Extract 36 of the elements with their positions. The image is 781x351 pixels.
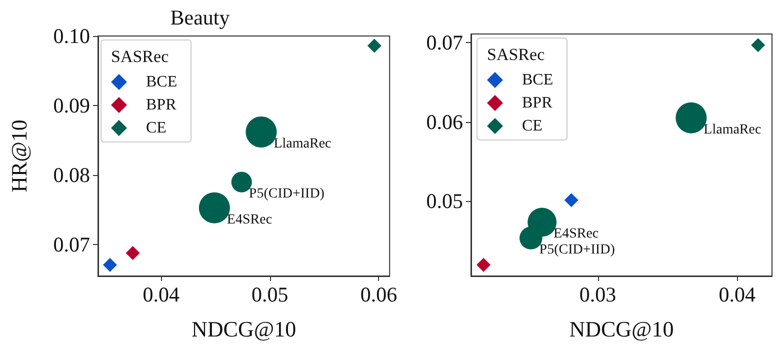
legend-label: BCE <box>522 72 554 88</box>
series-label: E4SRec <box>226 212 272 228</box>
x-tick-label: 0.04 <box>718 282 756 306</box>
series-label: E4SRec <box>554 226 599 242</box>
point <box>564 193 578 208</box>
chart-title: Beauty <box>170 6 230 30</box>
x-tick-label: 0.03 <box>579 282 616 306</box>
point <box>751 38 766 52</box>
point <box>102 258 117 272</box>
series-label: LlamaRec <box>274 136 332 152</box>
legend-title: SASRec <box>111 47 170 66</box>
legend-label: BCE <box>146 74 178 90</box>
y-axis-title: HR@10 <box>6 120 32 192</box>
point <box>367 38 382 53</box>
y-tick-label: 0.09 <box>53 94 90 118</box>
x-tick-label: 0.06 <box>360 282 398 306</box>
y-tick-label: 0.05 <box>426 188 463 213</box>
legend-label: BPR <box>146 96 177 114</box>
y-tick-label: 0.10 <box>53 24 90 48</box>
series-label: LlamaRec <box>704 122 762 138</box>
x-axis-title: NDCG@10 <box>569 316 674 342</box>
x-tick-label: 0.04 <box>142 282 180 306</box>
series-label: P5(CID+IID) <box>539 242 616 258</box>
y-tick-label: 0.07 <box>53 232 90 257</box>
point <box>126 246 140 260</box>
legend-label: BPR <box>522 94 553 112</box>
legend-label: CE <box>146 120 166 136</box>
legend-label: CE <box>522 118 542 134</box>
x-tick-label: 0.05 <box>252 282 288 306</box>
y-tick-label: 0.06 <box>426 110 463 134</box>
y-tick-label: 0.07 <box>426 30 463 55</box>
x-axis-title: NDCG@10 <box>192 316 296 342</box>
legend-title: SASRec <box>487 45 546 64</box>
series-label: P5(CID+IID) <box>248 186 325 202</box>
point <box>476 258 491 272</box>
y-tick-label: 0.08 <box>53 163 90 188</box>
